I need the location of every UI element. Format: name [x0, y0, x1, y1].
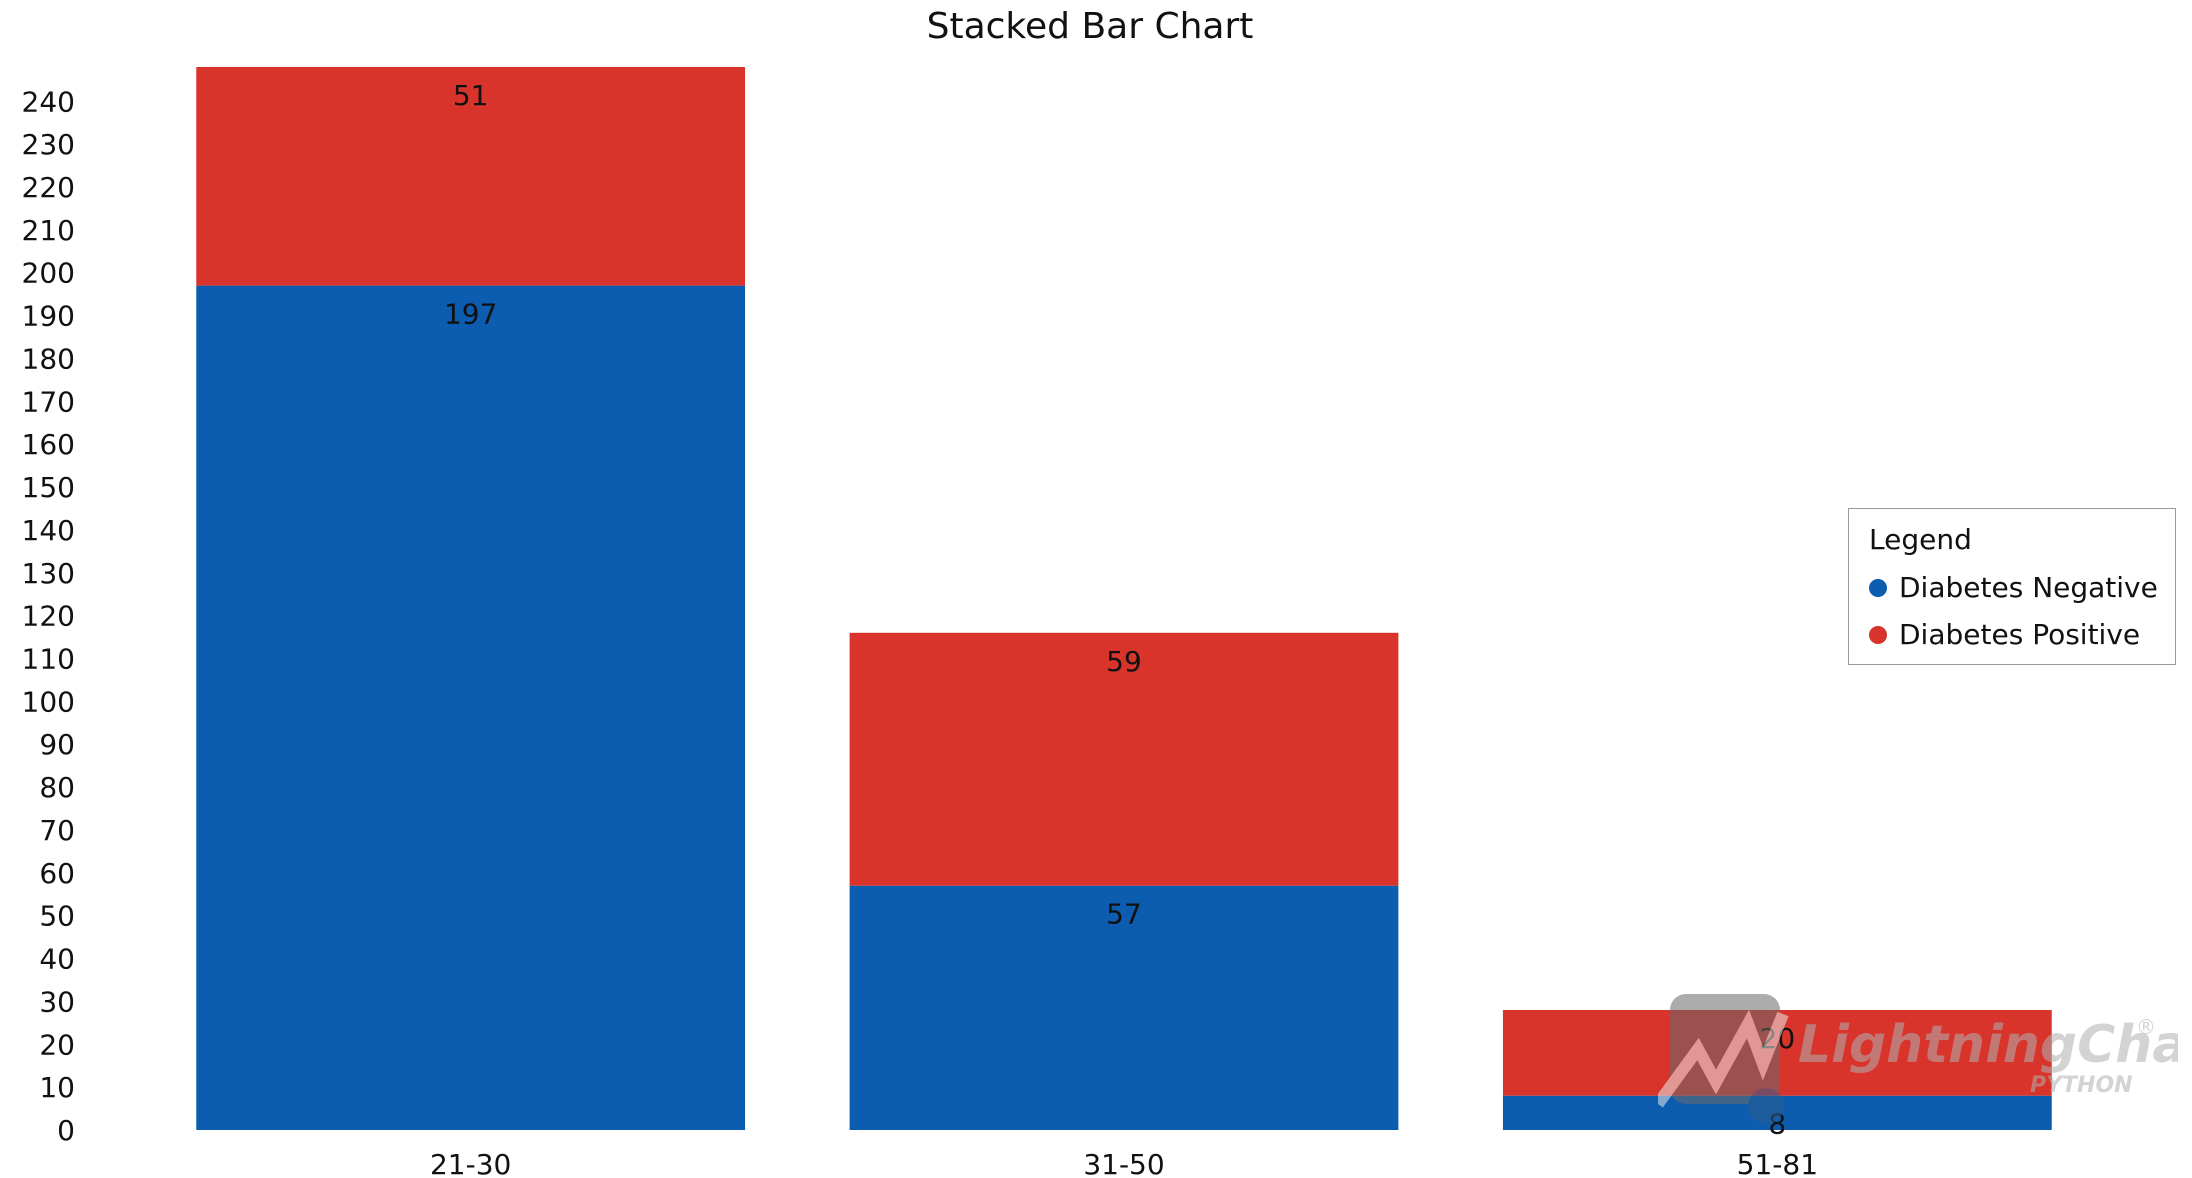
y-axis-ticks: 0 10 20 30 40 50 60 70 80 90 100 110 120 130 140 150 160… [22, 85, 75, 1147]
data-label: 51 [453, 79, 489, 112]
y-tick-label: 190 [22, 300, 75, 333]
bar-21-30-diabetes-positive[interactable] [196, 67, 746, 286]
bar-21-30-diabetes-negative[interactable] [196, 285, 746, 1130]
y-tick-label: 160 [22, 428, 75, 461]
y-tick-label: 90 [39, 728, 75, 761]
legend-marker-diabetes-negative [1869, 578, 1887, 597]
y-tick-label: 130 [22, 557, 75, 590]
data-label: 8 [1768, 1108, 1786, 1141]
y-tick-label: 40 [39, 943, 75, 976]
y-tick-label: 10 [39, 1071, 75, 1104]
y-tick-label: 80 [39, 771, 75, 804]
data-label: 197 [444, 298, 497, 331]
y-tick-label: 210 [22, 214, 75, 247]
y-tick-label: 230 [22, 128, 75, 161]
legend: Legend Diabetes Negative Diabetes Positi… [1848, 508, 2176, 665]
y-tick-label: 20 [39, 1028, 75, 1061]
legend-label-diabetes-positive: Diabetes Positive [1899, 618, 2141, 651]
y-tick-label: 30 [39, 985, 75, 1018]
x-tick-label: 31-50 [1083, 1148, 1164, 1178]
bar-31-50-diabetes-negative[interactable] [849, 885, 1399, 1130]
bars-group [196, 67, 2052, 1130]
legend-title: Legend [1869, 523, 1972, 556]
y-tick-label: 220 [22, 171, 75, 204]
chart-title: Stacked Bar Chart [927, 6, 1254, 47]
x-tick-label: 21-30 [430, 1148, 511, 1178]
x-tick-label: 51-81 [1737, 1148, 1818, 1178]
y-tick-label: 120 [22, 600, 75, 633]
data-label: 59 [1106, 645, 1142, 678]
legend-item-diabetes-negative[interactable]: Diabetes Negative [1869, 571, 2158, 604]
y-tick-label: 110 [22, 643, 75, 676]
data-label: 20 [1760, 1022, 1796, 1055]
y-tick-label: 100 [22, 685, 75, 718]
legend-item-diabetes-positive[interactable]: Diabetes Positive [1869, 618, 2140, 651]
data-label: 57 [1106, 898, 1142, 931]
y-tick-label: 170 [22, 385, 75, 418]
y-tick-label: 70 [39, 814, 75, 847]
y-tick-label: 200 [22, 257, 75, 290]
legend-label-diabetes-negative: Diabetes Negative [1899, 571, 2158, 604]
legend-marker-diabetes-positive [1869, 625, 1887, 644]
y-tick-label: 60 [39, 857, 75, 890]
y-tick-label: 50 [39, 900, 75, 933]
bar-31-50-diabetes-positive[interactable] [849, 632, 1399, 886]
y-tick-label: 240 [22, 85, 75, 118]
y-tick-label: 180 [22, 342, 75, 375]
y-tick-label: 140 [22, 514, 75, 547]
y-tick-label: 0 [57, 1114, 75, 1147]
x-axis-ticks: 21-30 31-50 51-81 [430, 1148, 1818, 1178]
y-tick-label: 150 [22, 471, 75, 504]
